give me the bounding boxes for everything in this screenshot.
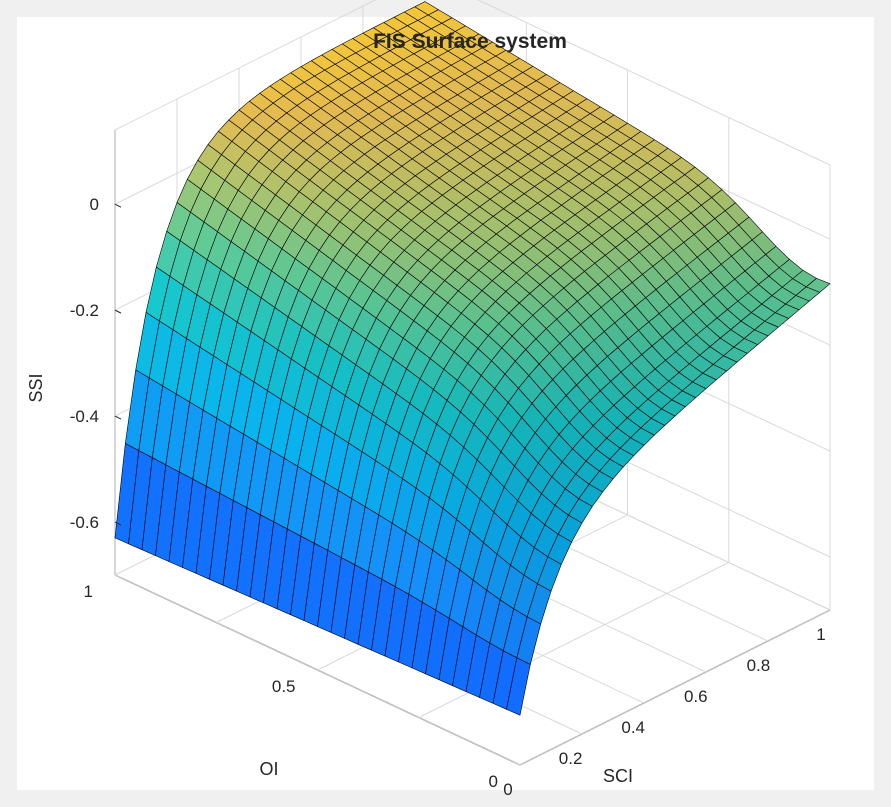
y-tick-label: 1	[84, 582, 93, 601]
y-tick-label: 0	[489, 772, 498, 791]
y-tick-label: 0.5	[272, 677, 296, 696]
chart-title: FIS Surface system	[373, 30, 567, 53]
z-tick-label: 0	[90, 195, 99, 214]
fis-surface[interactable]	[114, 1, 831, 716]
z-tick-mark	[114, 415, 122, 420]
z-tick-label: -0.2	[70, 301, 99, 320]
z-axis-label: SSI	[26, 373, 46, 402]
y-axis-label: OI	[259, 759, 278, 779]
z-tick-label: -0.4	[70, 407, 99, 426]
z-tick-mark	[114, 309, 122, 314]
grid-line-y	[519, 165, 831, 766]
x-tick-label: 0.2	[559, 749, 583, 768]
z-tick-mark	[114, 203, 122, 208]
x-tick-label: 0.4	[621, 718, 645, 737]
x-axis-label: SCI	[603, 766, 633, 786]
box-edge	[114, 0, 377, 131]
surface-patch	[506, 657, 531, 716]
x-tick-label: 0.8	[747, 656, 771, 675]
x-tick-label: 0.6	[684, 687, 708, 706]
z-tick-label: -0.6	[70, 513, 99, 532]
x-tick-label: 0	[503, 780, 512, 799]
tick-labels: 0 0.2 0.4 0.6 0.8 1 0 0.5 1 0 -0.2 -0.4 -0.6	[70, 195, 826, 799]
z-tick-mark	[114, 521, 122, 526]
x-tick-label: 1	[816, 625, 825, 644]
